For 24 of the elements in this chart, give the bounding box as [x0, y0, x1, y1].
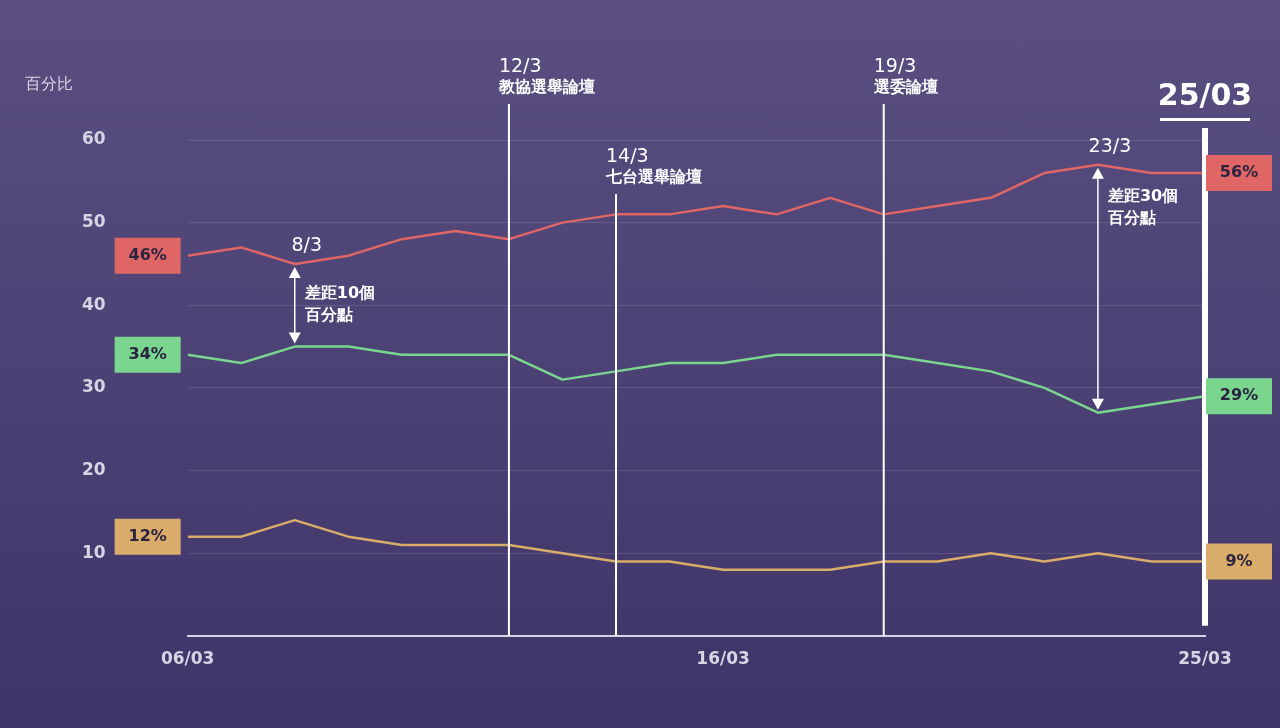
- y-tick-label: 50: [81, 211, 106, 232]
- ref-line-label: 14/3 七台選舉論壇: [605, 144, 703, 187]
- ref-line-label: 12/3 教協選舉論壇: [497, 54, 595, 97]
- ref-line-label: 19/3 選委論壇: [873, 54, 938, 97]
- data-label: 34%: [128, 344, 167, 363]
- y-tick-label: 10: [81, 541, 106, 562]
- annotation: 8/3: [291, 233, 323, 256]
- data-label: 46%: [128, 244, 167, 264]
- x-tick-label: 16/03: [696, 648, 750, 669]
- ref-line-label: 25/03: [1157, 76, 1253, 112]
- y-tick-label: 40: [81, 293, 106, 314]
- data-label: 9%: [1225, 550, 1253, 570]
- y-tick-label: 60: [81, 128, 106, 149]
- data-label: 56%: [1219, 162, 1259, 182]
- x-tick-label: 25/03: [1178, 648, 1232, 669]
- y-tick-label: 30: [81, 376, 106, 397]
- annotation: 差距10個百分點: [303, 283, 376, 325]
- data-label: 12%: [128, 525, 167, 545]
- annotation: 差距30個百分點: [1106, 185, 1179, 227]
- annotation: 23/3: [1088, 134, 1132, 157]
- data-label: 29%: [1219, 385, 1259, 405]
- y-axis-title: 百分比: [25, 74, 73, 94]
- x-tick-label: 06/03: [160, 648, 215, 669]
- y-tick-label: 20: [81, 458, 106, 479]
